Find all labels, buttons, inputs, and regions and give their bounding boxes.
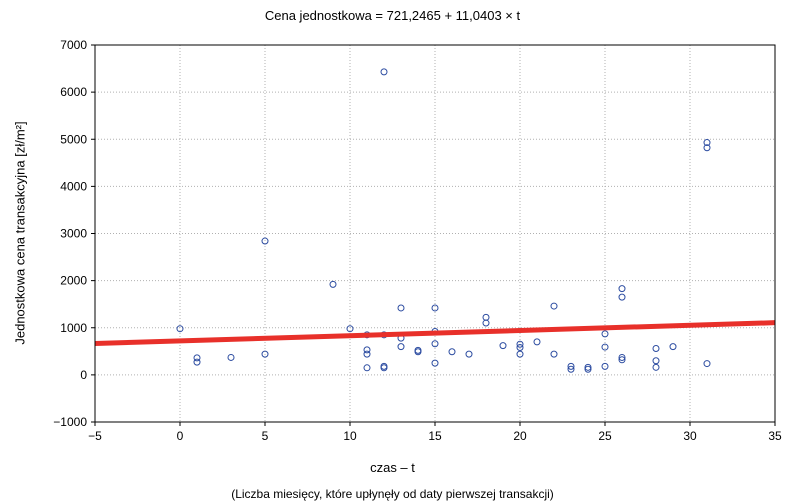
y-tick-label: 3000	[60, 227, 87, 241]
data-point	[227, 353, 235, 361]
data-point	[584, 363, 592, 371]
y-tick-label: 5000	[60, 132, 87, 146]
data-point	[261, 350, 269, 358]
data-point	[516, 344, 524, 352]
plot-frame	[94, 44, 776, 423]
data-point	[567, 365, 575, 373]
data-point	[584, 365, 592, 373]
y-tick-label: 0	[80, 368, 87, 382]
data-point	[618, 356, 626, 364]
data-point	[397, 304, 405, 312]
x-tick-label: 20	[513, 429, 527, 443]
data-point	[516, 340, 524, 348]
data-point	[431, 340, 439, 348]
y-tick-label: 1000	[60, 321, 87, 335]
data-point	[499, 342, 507, 350]
data-point	[363, 350, 371, 358]
data-point	[703, 360, 711, 368]
data-point	[703, 139, 711, 147]
data-point	[601, 343, 609, 351]
x-tick-label: 15	[428, 429, 442, 443]
data-point	[652, 363, 660, 371]
data-point	[193, 358, 201, 366]
data-point	[363, 346, 371, 354]
regression-line	[94, 320, 776, 346]
data-point	[652, 344, 660, 352]
x-axis-note: (Liczba miesięcy, które upłynęły od daty…	[231, 487, 554, 501]
data-point	[261, 237, 269, 245]
data-point	[380, 364, 388, 372]
data-point	[397, 343, 405, 351]
y-tick-label: 6000	[60, 85, 87, 99]
data-point	[601, 330, 609, 338]
x-tick-label: −5	[88, 429, 102, 443]
data-point	[618, 285, 626, 293]
grid	[95, 45, 775, 422]
data-point	[618, 353, 626, 361]
x-tick-label: 10	[343, 429, 357, 443]
data-point	[482, 313, 490, 321]
data-point	[550, 302, 558, 310]
data-point	[550, 350, 558, 358]
data-point	[346, 325, 354, 333]
data-point	[380, 68, 388, 76]
data-point	[193, 354, 201, 362]
data-point	[448, 348, 456, 356]
y-tick-label: −1000	[53, 415, 87, 429]
x-tick-label: 25	[598, 429, 612, 443]
y-axis-label: Jednostkowa cena transakcyjna [zł/m²]	[12, 121, 28, 345]
x-tick-label: 35	[768, 429, 782, 443]
data-point	[669, 343, 677, 351]
data-point	[703, 144, 711, 152]
x-axis-label: czas – t	[370, 460, 415, 475]
y-tick-label: 4000	[60, 179, 87, 193]
data-point	[567, 362, 575, 370]
regression-line-group	[94, 320, 776, 346]
data-point	[431, 304, 439, 312]
data-point	[618, 293, 626, 301]
data-point	[533, 338, 541, 346]
data-point	[176, 325, 184, 333]
data-point	[414, 348, 422, 356]
data-point	[431, 359, 439, 367]
y-tick-label: 2000	[60, 274, 87, 288]
x-tick-label: 0	[177, 429, 184, 443]
y-tick-label: 7000	[60, 38, 87, 52]
data-point	[482, 319, 490, 327]
ticks: −5 0 5 10 15 20 25 30 35 −1000 0 1000 2000 3000 4000 50…	[53, 38, 782, 443]
data-point	[363, 364, 371, 372]
data-point	[465, 350, 473, 358]
data-point	[652, 357, 660, 365]
x-tick-label: 5	[262, 429, 269, 443]
data-point	[516, 350, 524, 358]
data-point	[329, 280, 337, 288]
x-tick-label: 30	[683, 429, 697, 443]
chart-title: Cena jednostkowa = 721,2465 + 11,0403 × …	[264, 8, 521, 23]
data-point	[601, 362, 609, 370]
